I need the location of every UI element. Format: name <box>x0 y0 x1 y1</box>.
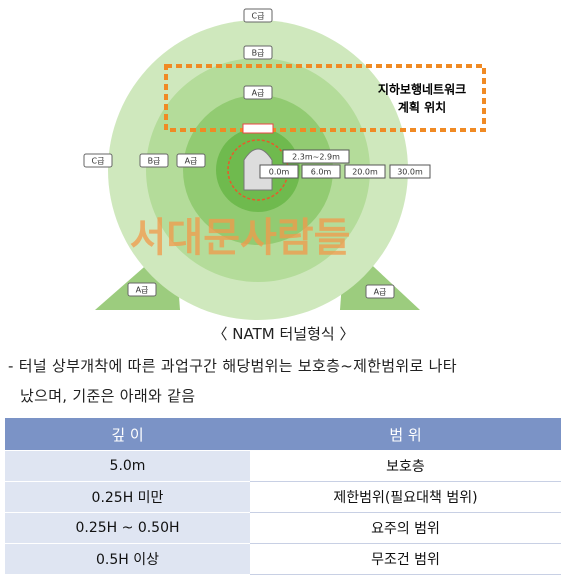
header-cell: 범 위 <box>250 418 561 451</box>
grade: A급 <box>185 157 198 166</box>
grade: A급 <box>374 288 387 297</box>
cell: 0.25H ~ 0.50H <box>5 512 250 544</box>
grade: B급 <box>252 49 265 58</box>
dim-box <box>259 164 299 179</box>
grade-labels: C급 B급 A급 C급 B급 A급 A급 A급 <box>83 8 395 299</box>
cell: 요주의 범위 <box>250 512 561 544</box>
cell: 제한범위(필요대책 범위) <box>250 481 561 513</box>
label-box <box>243 8 273 23</box>
header-row: 깊 이 범 위 <box>5 418 561 451</box>
label-box <box>243 45 273 60</box>
cell: 보호층 <box>250 450 561 482</box>
cell: 0.5H 이상 <box>5 543 250 575</box>
row: 0.25H 미만 제한범위(필요대책 범위) <box>5 481 561 513</box>
dim-box <box>282 149 350 164</box>
dim-box <box>301 164 341 179</box>
grade: C급 <box>92 157 105 166</box>
plan-zone <box>164 64 486 132</box>
paragraph-line: - 터널 상부개착에 따른 과업구간 해당범위는 보호층~제한범위로 나타 <box>8 357 457 375</box>
zone-label: 지하보행네트워크 <box>378 82 466 97</box>
label-box <box>243 85 273 100</box>
cell: 무조건 범위 <box>250 543 561 575</box>
caption: 〈 NATM 터널형식 〉 <box>212 325 355 343</box>
grade: B급 <box>148 157 161 166</box>
dimension: 30.0m <box>397 168 423 177</box>
row: 5.0m 보호층 <box>5 450 561 482</box>
cell: 0.25H 미만 <box>5 481 250 513</box>
dimension: 6.0m <box>311 168 332 177</box>
dimension: 2.3m~2.9m <box>292 153 340 162</box>
note-box <box>242 123 274 134</box>
grade: C급 <box>252 12 265 21</box>
table: 깊 이 범 위 5.0m 보호층 0.25H 미만 제한범위(필요대책 범위) 0.25… <box>5 418 561 575</box>
row: 0.5H 이상 무조건 범위 <box>5 543 561 575</box>
header-cell: 깊 이 <box>5 418 250 451</box>
grade: A급 <box>252 89 265 98</box>
cell: 5.0m <box>5 450 250 482</box>
dimension: 20.0m <box>352 168 378 177</box>
diagram: 지하보행네트워크 계획 위치 C급 B급 A급 C급 B급 A급 A급 A급 2… <box>83 8 486 320</box>
row: 0.25H ~ 0.50H 요주의 범위 <box>5 512 561 544</box>
dim-box <box>344 164 386 179</box>
label-box <box>83 153 113 168</box>
grade: A급 <box>136 286 149 295</box>
label-box <box>139 153 169 168</box>
watermark: 서대문사람들 <box>130 215 351 261</box>
label-box <box>365 284 395 299</box>
label-box <box>127 282 157 297</box>
dim-box <box>389 164 431 179</box>
paragraph-line: 났으며, 기준은 아래와 같음 <box>20 387 196 405</box>
zone-label: 계획 위치 <box>398 100 446 115</box>
dimension: 0.0m <box>269 168 290 177</box>
tunnel <box>243 148 273 191</box>
label-box <box>176 153 206 168</box>
dimensions: 2.3m~2.9m 0.0m 6.0m 20.0m 30.0m <box>259 149 431 179</box>
